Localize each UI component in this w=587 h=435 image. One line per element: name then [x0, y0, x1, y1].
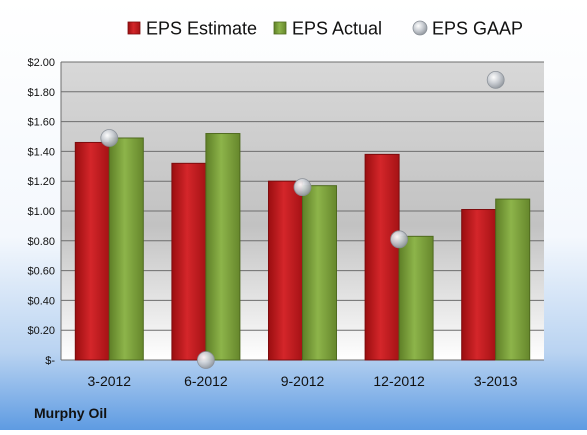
legend: EPS Estimate EPS Actual EPS GAAP — [127, 19, 523, 39]
point-eps-gaap — [293, 178, 312, 197]
bar-eps-actual — [108, 137, 144, 361]
company-label: Murphy Oil — [34, 405, 107, 421]
y-tick-label: $- — [45, 355, 55, 367]
bar-eps-estimate — [268, 180, 303, 361]
legend-swatch — [412, 20, 428, 36]
point-layer — [100, 70, 505, 369]
x-tick-label: 9-2012 — [281, 373, 325, 389]
y-tick-label: $1.00 — [27, 206, 55, 218]
y-tick-label: $1.40 — [27, 146, 55, 158]
legend-swatch — [127, 21, 141, 35]
y-tick-label: $0.80 — [27, 236, 55, 248]
y-tick-label: $0.40 — [27, 295, 55, 307]
x-tick-label: 3-2012 — [88, 373, 132, 389]
y-tick-label: $1.20 — [27, 176, 55, 188]
x-tick-label: 6-2012 — [184, 373, 228, 389]
y-tick-label: $1.60 — [27, 117, 55, 129]
y-tick-label: $0.60 — [27, 266, 55, 278]
bar-eps-estimate — [171, 162, 207, 361]
bar-eps-estimate — [74, 141, 110, 361]
point-eps-gaap — [100, 129, 119, 147]
y-tick-label: $1.80 — [27, 87, 55, 99]
point-eps-gaap — [390, 230, 409, 249]
bar-eps-actual — [495, 198, 531, 361]
bar-eps-actual — [398, 235, 434, 361]
y-tick-label: $2.00 — [27, 57, 55, 69]
point-eps-gaap — [486, 70, 505, 89]
point-eps-gaap — [196, 351, 215, 369]
legend-label: EPS GAAP — [432, 19, 523, 39]
bar-eps-estimate — [364, 153, 400, 361]
y-tick-label: $0.20 — [27, 325, 55, 337]
x-tick-label: 12-2012 — [373, 373, 425, 389]
legend-swatch — [273, 21, 287, 35]
bar-eps-estimate — [461, 209, 497, 361]
bar-layer — [74, 133, 531, 361]
legend-label: EPS Actual — [292, 19, 382, 39]
bar-eps-actual — [205, 133, 241, 361]
x-tick-label: 3-2013 — [474, 373, 518, 389]
bar-eps-actual — [302, 185, 337, 361]
legend-label: EPS Estimate — [146, 19, 257, 39]
